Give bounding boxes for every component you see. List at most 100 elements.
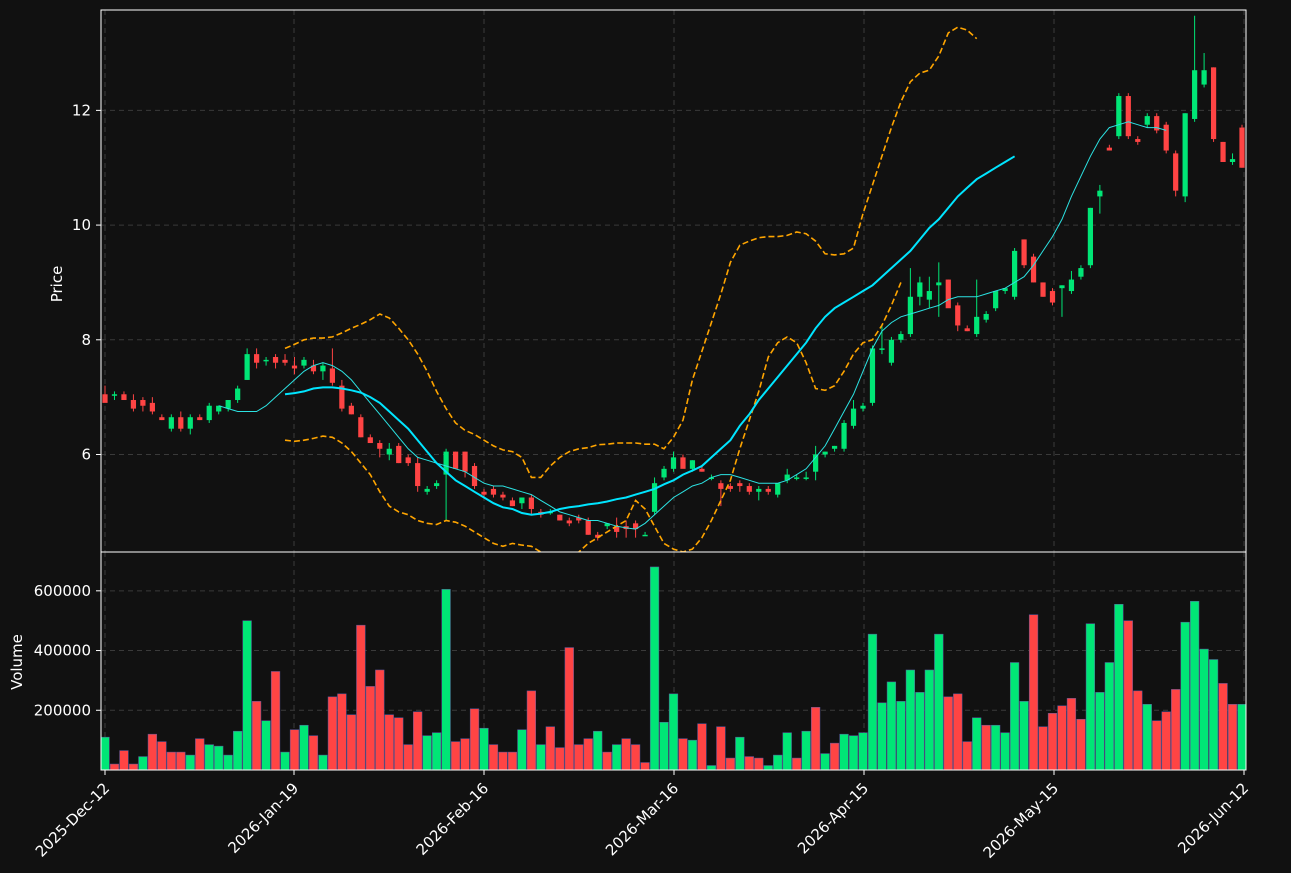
candle-body	[974, 316, 980, 335]
volume-bar	[574, 744, 584, 770]
volume-bar	[488, 744, 499, 770]
volume-bar	[536, 744, 546, 770]
volume-bar	[214, 745, 224, 770]
volume-tick-label: 400000	[34, 642, 91, 660]
candle-body	[557, 514, 563, 521]
volume-bar	[763, 765, 773, 770]
volume-bar	[1066, 698, 1077, 770]
volume-bar	[564, 647, 574, 770]
volume-bar	[479, 727, 489, 770]
volume-bar	[792, 757, 802, 770]
candle-body	[680, 457, 686, 469]
candle-body	[168, 417, 174, 429]
candle-body	[339, 385, 345, 409]
candle-body	[197, 417, 203, 421]
volume-bar	[109, 763, 120, 770]
candle-body	[178, 417, 184, 429]
candle-body	[159, 417, 165, 421]
candle-body	[926, 291, 932, 300]
volume-bar	[1199, 648, 1209, 770]
candle-body	[1011, 250, 1018, 297]
candle-body	[661, 468, 667, 478]
candle-body	[216, 405, 222, 412]
candle-body	[850, 408, 857, 426]
candle-body	[102, 394, 108, 403]
candle-body	[1106, 147, 1112, 151]
volume-bar	[649, 566, 660, 770]
volume-bar	[365, 686, 375, 770]
candle-body	[1210, 67, 1217, 140]
volume-bar	[526, 690, 536, 770]
candle-body	[1229, 159, 1236, 162]
volume-bar	[280, 751, 290, 770]
candle-body	[1097, 190, 1103, 197]
candle-body	[765, 488, 771, 492]
volume-bar	[318, 754, 328, 770]
candle-body	[1182, 113, 1188, 197]
candle-body	[907, 296, 913, 335]
upper-band-line	[284, 26, 978, 479]
volume-bar	[204, 744, 214, 770]
candle-body	[670, 457, 677, 469]
volume-bar	[773, 754, 783, 770]
candle-body	[604, 523, 610, 527]
candle-body	[860, 405, 866, 409]
candle-body	[1078, 268, 1084, 277]
candle-body	[462, 451, 468, 472]
candle-body	[452, 451, 459, 469]
volume-bar	[270, 671, 281, 770]
volume-bar	[972, 717, 982, 770]
price-tick-label: 10	[72, 216, 91, 234]
volume-bar	[394, 717, 404, 770]
candle-body	[528, 497, 534, 509]
candle-body	[917, 282, 923, 297]
volume-bar	[507, 751, 518, 770]
candle-body	[424, 488, 430, 492]
volume-bar	[1019, 701, 1029, 770]
volume-bar	[725, 757, 735, 770]
candle-body	[490, 488, 497, 495]
volume-bar	[356, 624, 366, 770]
candle-body	[993, 291, 999, 309]
candle-body	[879, 348, 885, 350]
fast-moving-average-line	[218, 121, 1167, 530]
volume-bar	[101, 736, 110, 770]
candle-body	[434, 483, 440, 487]
lower-band-line	[284, 282, 902, 552]
volume-bar	[469, 708, 480, 770]
volume-bar	[640, 762, 650, 770]
candle-body	[1154, 116, 1160, 131]
volume-bar	[630, 744, 641, 770]
candle-body	[519, 497, 525, 504]
candle-body	[386, 448, 392, 455]
volume-bar	[981, 724, 991, 770]
candle-body	[727, 486, 733, 489]
volume-bar	[147, 733, 157, 770]
candle-body	[831, 445, 838, 449]
candle-body	[1125, 96, 1131, 137]
candle-body	[614, 526, 620, 532]
volume-bar	[839, 733, 849, 770]
candle-body	[651, 483, 658, 512]
candle-body	[689, 460, 696, 469]
volume-bar	[953, 693, 963, 770]
candle-body	[348, 405, 354, 415]
volume-bar	[1047, 713, 1058, 770]
volume-bar	[128, 763, 139, 770]
volume-bar	[460, 738, 470, 770]
candle-body	[632, 523, 639, 530]
candle-body	[187, 417, 193, 429]
volume-bar	[621, 738, 631, 770]
candle-body	[130, 400, 137, 409]
candle-body	[206, 405, 212, 421]
volume-bar	[801, 730, 811, 770]
volume-bar	[299, 724, 309, 770]
candle-body	[367, 437, 373, 444]
volume-bar	[185, 754, 195, 770]
volume-bar	[223, 754, 233, 770]
candle-body	[708, 477, 715, 479]
candle-body	[775, 483, 781, 495]
price-series	[102, 15, 1245, 552]
volume-bar	[1028, 614, 1039, 770]
